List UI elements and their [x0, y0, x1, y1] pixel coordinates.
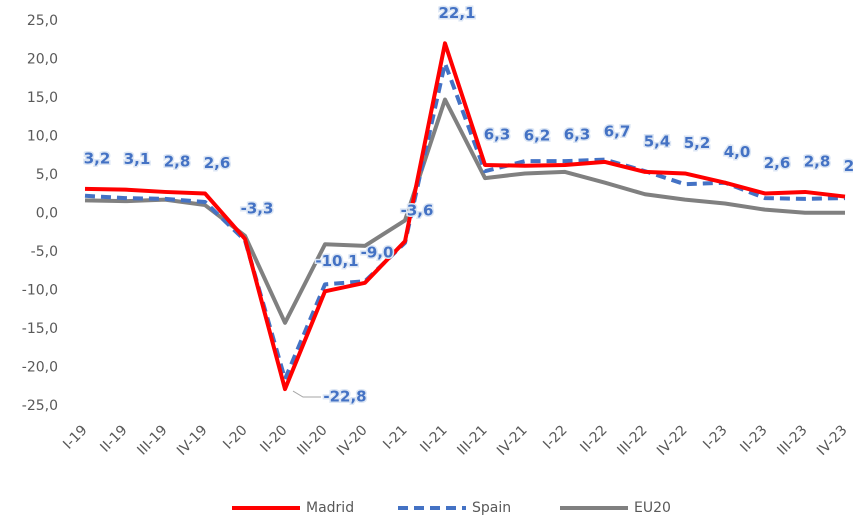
y-tick-label: 5,0 — [36, 167, 58, 183]
series-line — [84, 61, 846, 382]
x-tick-label: I-21 — [380, 422, 410, 452]
x-tick-label: II-19 — [97, 422, 130, 455]
data-label: 22,1 — [438, 4, 475, 22]
data-label: 2,6 — [204, 154, 231, 172]
x-tick-label: IV-22 — [654, 422, 691, 459]
data-label: -3,3 — [241, 199, 274, 217]
data-label: 3,2 — [84, 149, 111, 167]
x-tick-label: II-21 — [417, 422, 450, 455]
data-label: 4,0 — [724, 143, 751, 161]
data-label: 6,2 — [524, 126, 551, 144]
data-label: 3,1 — [124, 150, 151, 168]
y-tick-label: -15,0 — [22, 321, 58, 337]
x-tick-label: II-23 — [737, 422, 770, 455]
series-line — [84, 41, 846, 392]
data-label: -3,6 — [401, 202, 434, 220]
x-tick-label: III-23 — [774, 422, 810, 458]
x-tick-label: IV-23 — [814, 422, 851, 459]
y-tick-label: 0,0 — [36, 206, 58, 222]
x-tick-label: IV-21 — [494, 422, 531, 459]
y-tick-label: -10,0 — [22, 283, 58, 299]
data-label: -10,1 — [315, 252, 358, 270]
x-tick-label: III-20 — [294, 422, 330, 458]
data-label: 2,8 — [804, 152, 831, 170]
x-tick-label: III-21 — [454, 422, 490, 458]
data-label: 5,4 — [644, 132, 671, 150]
legend-label: EU20 — [634, 500, 671, 516]
data-label: 6,3 — [484, 125, 511, 143]
x-tick-label: II-22 — [577, 422, 610, 455]
x-tick-label: IV-20 — [334, 422, 371, 459]
x-tick-label: IV-19 — [174, 422, 211, 459]
data-label: 6,3 — [564, 125, 591, 143]
legend-label: Madrid — [306, 500, 354, 516]
data-label: 2,2 — [844, 157, 853, 175]
data-label: 2,6 — [764, 154, 791, 172]
x-tick-label: I-23 — [700, 422, 730, 452]
y-tick-label: 25,0 — [27, 13, 58, 29]
y-tick-label: 15,0 — [27, 90, 58, 106]
data-label: 6,7 — [604, 122, 631, 140]
y-tick-label: -5,0 — [31, 244, 58, 260]
series-line — [84, 97, 845, 325]
data-label: 2,8 — [164, 152, 191, 170]
y-tick-label: -25,0 — [22, 398, 58, 414]
x-tick-label: I-19 — [60, 422, 90, 452]
y-tick-label: 20,0 — [27, 52, 58, 68]
legend-label: Spain — [472, 500, 511, 516]
leader-line — [292, 390, 321, 398]
x-tick-label: I-22 — [540, 422, 570, 452]
x-tick-label: III-22 — [614, 422, 650, 458]
x-tick-label: I-20 — [220, 422, 250, 452]
data-label: 5,2 — [684, 134, 711, 152]
data-label: -9,0 — [361, 243, 394, 261]
x-tick-label: III-19 — [134, 422, 170, 458]
data-label: -22,8 — [323, 388, 366, 406]
y-tick-label: -20,0 — [22, 360, 58, 376]
y-tick-label: 10,0 — [27, 129, 58, 145]
x-tick-label: II-20 — [257, 422, 290, 455]
